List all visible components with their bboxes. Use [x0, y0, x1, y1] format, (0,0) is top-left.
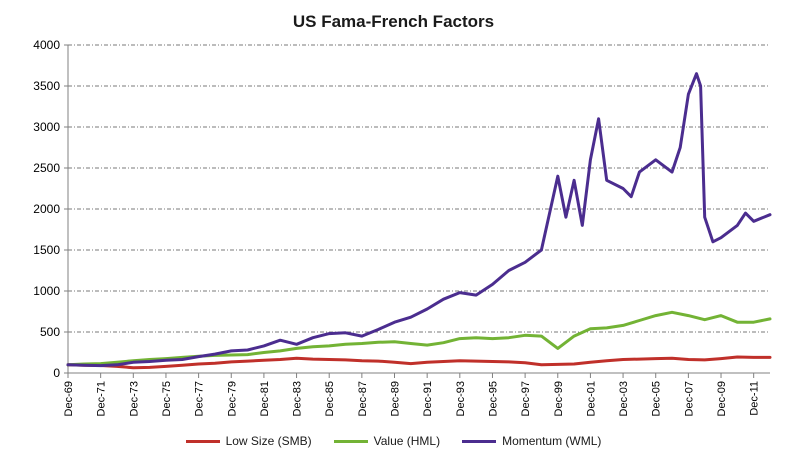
y-tick-label: 3500	[33, 79, 60, 93]
chart-title: US Fama-French Factors	[292, 12, 495, 31]
legend: Low Size (SMB) Value (HML) Momentum (WML)	[0, 434, 787, 448]
y-tick-label: 500	[40, 325, 60, 339]
legend-swatch	[333, 439, 368, 443]
x-tick-label: Dec-71	[96, 381, 108, 416]
x-tick-label: Dec-81	[259, 381, 271, 416]
x-tick-label: Dec-77	[194, 381, 206, 416]
x-tick-label: Dec-97	[520, 381, 532, 416]
legend-item: Momentum (WML)	[462, 434, 601, 448]
x-tick-label: Dec-07	[683, 381, 695, 416]
x-tick-label: Dec-85	[324, 381, 336, 416]
series-line-low-size-smb	[66, 355, 772, 370]
series-line-momentum-wml	[66, 72, 772, 368]
legend-swatch	[462, 439, 497, 443]
x-tick-label: Dec-91	[422, 381, 434, 416]
legend-label: Value (HML)	[373, 434, 441, 448]
x-tick-label: Dec-89	[390, 381, 402, 416]
x-tick-label: Dec-99	[553, 381, 565, 416]
x-tick-label: Dec-87	[357, 381, 369, 416]
x-tick-label: Dec-11	[749, 381, 761, 416]
y-tick-label: 2000	[33, 202, 60, 216]
legend-label: Low Size (SMB)	[225, 434, 312, 448]
x-tick-label: Dec-95	[487, 381, 499, 416]
x-tick-label: Dec-93	[455, 381, 467, 416]
y-tick-label: 4000	[33, 38, 60, 52]
y-tick-label: 2500	[33, 161, 60, 175]
y-tick-label: 3000	[33, 120, 60, 134]
y-tick-label: 1000	[33, 284, 60, 298]
y-tick-label: 1500	[33, 243, 60, 257]
legend-swatch	[185, 439, 220, 443]
legend-item: Low Size (SMB)	[185, 434, 312, 448]
series-line-value-hml	[66, 310, 772, 367]
x-tick-label: Dec-05	[651, 381, 663, 416]
x-tick-label: Dec-69	[63, 381, 75, 416]
x-tick-label: Dec-79	[226, 381, 238, 416]
x-tick-label: Dec-09	[716, 381, 728, 416]
x-tick-label: Dec-01	[585, 381, 597, 416]
y-tick-label: 0	[53, 366, 60, 380]
x-tick-label: Dec-83	[292, 381, 304, 416]
legend-label: Momentum (WML)	[502, 434, 602, 448]
x-tick-label: Dec-73	[128, 381, 140, 416]
x-tick-label: Dec-03	[618, 381, 630, 416]
legend-item: Value (HML)	[333, 434, 441, 448]
x-tick-label: Dec-75	[161, 381, 173, 416]
